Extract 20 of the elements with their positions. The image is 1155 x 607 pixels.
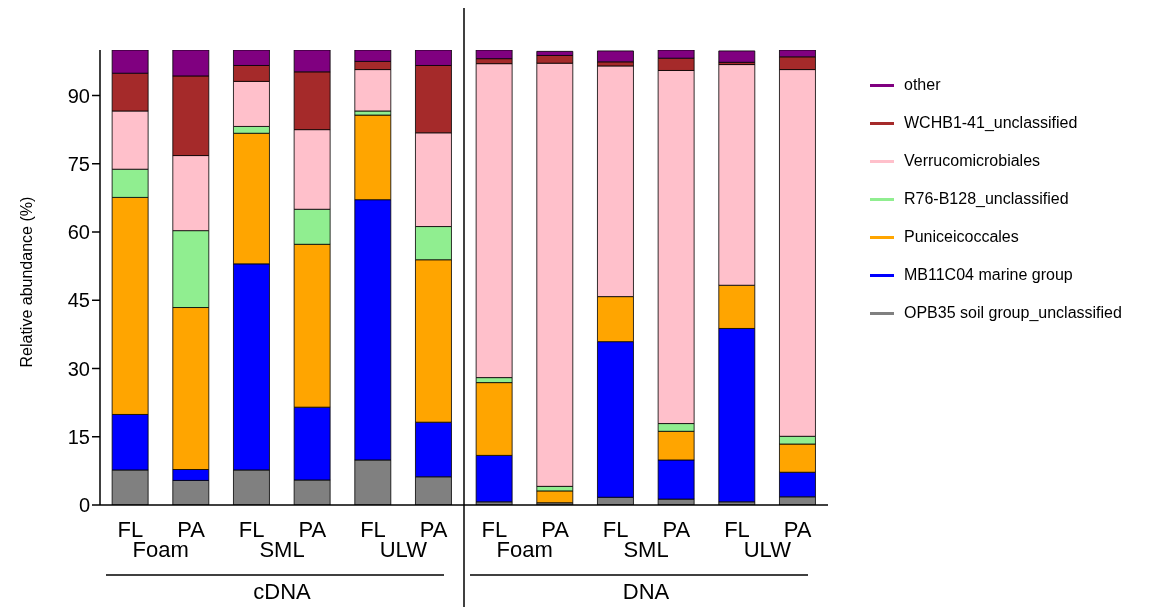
text: cDNA xyxy=(253,579,312,604)
y-tick-label: 0 xyxy=(78,494,90,517)
y-axis-title: Relative abundance (%) xyxy=(17,196,35,368)
y-tick-label: 30 xyxy=(67,357,90,380)
legend-label: WCHB1-41_unclassified xyxy=(904,114,1078,132)
y-tick-label: 90 xyxy=(67,84,90,107)
y-tick-label: 75 xyxy=(67,152,90,175)
legend-label: Verrucomicrobiales xyxy=(904,152,1041,170)
text: DNA xyxy=(622,579,670,604)
bar xyxy=(718,50,756,63)
legend-label: Puniceicoccales xyxy=(904,228,1019,246)
legend-label: R76-B128_unclassified xyxy=(904,190,1069,208)
bar xyxy=(597,50,634,63)
y-tick-label: 45 xyxy=(67,289,90,312)
bar xyxy=(475,50,513,60)
y-tick-label: 15 xyxy=(67,425,90,448)
legend-label: MB11C04 marine group xyxy=(904,266,1073,284)
legend-label: other xyxy=(904,76,941,94)
legend-label: OPB35 soil group_unclassified xyxy=(904,304,1122,322)
y-tick-label: 60 xyxy=(67,221,90,244)
